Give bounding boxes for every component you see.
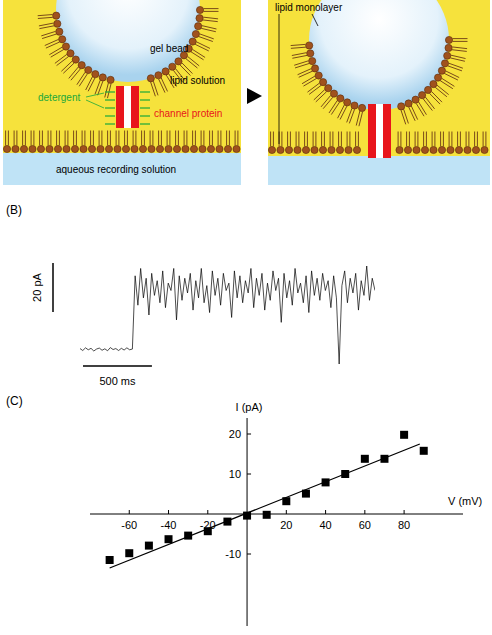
svg-text:80: 80 — [398, 519, 410, 531]
svg-text:V (mV): V (mV) — [448, 495, 482, 507]
svg-text:-60: -60 — [121, 519, 137, 531]
svg-text:channel protein: channel protein — [154, 108, 222, 119]
svg-text:I (pA): I (pA) — [236, 401, 263, 413]
svg-text:gel bead: gel bead — [150, 43, 188, 54]
svg-text:40: 40 — [319, 519, 331, 531]
svg-text:detergent: detergent — [38, 92, 80, 103]
svg-text:60: 60 — [359, 519, 371, 531]
svg-text:10: 10 — [229, 468, 241, 480]
svg-text:(B): (B) — [8, 203, 22, 217]
svg-text:aqueous recording solution: aqueous recording solution — [56, 164, 176, 175]
svg-text:-20: -20 — [200, 519, 216, 531]
svg-text:500 ms: 500 ms — [99, 375, 136, 387]
svg-text:(C): (C) — [8, 394, 23, 408]
svg-text:20 pA: 20 pA — [31, 272, 43, 301]
svg-text:20: 20 — [280, 519, 292, 531]
svg-text:-40: -40 — [161, 519, 177, 531]
svg-text:lipid monolayer: lipid monolayer — [275, 2, 343, 13]
svg-text:-10: -10 — [225, 548, 241, 560]
svg-text:20: 20 — [229, 428, 241, 440]
svg-text:lipid solution: lipid solution — [170, 75, 225, 86]
